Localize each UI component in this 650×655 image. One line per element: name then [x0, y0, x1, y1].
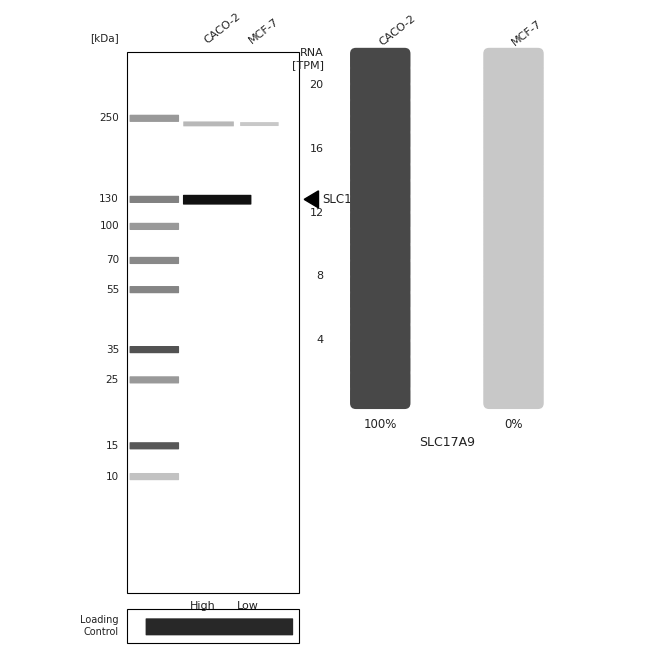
- Text: CACO-2: CACO-2: [377, 13, 417, 47]
- FancyBboxPatch shape: [484, 160, 543, 185]
- Text: 55: 55: [106, 285, 119, 295]
- FancyBboxPatch shape: [484, 208, 543, 233]
- FancyBboxPatch shape: [484, 144, 543, 168]
- Text: 100: 100: [99, 221, 119, 231]
- FancyBboxPatch shape: [350, 337, 411, 361]
- FancyBboxPatch shape: [350, 385, 411, 409]
- FancyBboxPatch shape: [350, 288, 411, 313]
- FancyBboxPatch shape: [350, 160, 411, 185]
- FancyBboxPatch shape: [350, 256, 411, 280]
- Bar: [127, 52, 299, 593]
- FancyBboxPatch shape: [350, 320, 411, 345]
- FancyBboxPatch shape: [350, 352, 411, 377]
- FancyBboxPatch shape: [484, 96, 543, 121]
- FancyBboxPatch shape: [484, 64, 543, 88]
- FancyBboxPatch shape: [350, 176, 411, 200]
- FancyBboxPatch shape: [350, 80, 411, 104]
- Text: 10: 10: [106, 472, 119, 481]
- FancyBboxPatch shape: [350, 224, 411, 248]
- FancyBboxPatch shape: [350, 128, 411, 152]
- FancyBboxPatch shape: [484, 193, 543, 216]
- Text: 35: 35: [106, 345, 119, 354]
- Text: MCF-7: MCF-7: [247, 16, 281, 46]
- FancyBboxPatch shape: [350, 193, 411, 216]
- FancyBboxPatch shape: [129, 257, 179, 264]
- Text: Loading
Control: Loading Control: [81, 616, 119, 637]
- FancyBboxPatch shape: [484, 337, 543, 361]
- FancyBboxPatch shape: [240, 122, 279, 126]
- Text: 20: 20: [309, 81, 324, 90]
- FancyBboxPatch shape: [129, 376, 179, 383]
- FancyBboxPatch shape: [484, 288, 543, 313]
- FancyBboxPatch shape: [484, 369, 543, 393]
- FancyBboxPatch shape: [129, 346, 179, 353]
- FancyBboxPatch shape: [350, 96, 411, 121]
- FancyBboxPatch shape: [484, 320, 543, 345]
- Bar: [127, 609, 299, 643]
- FancyBboxPatch shape: [484, 352, 543, 377]
- Text: SLC17A9: SLC17A9: [419, 436, 475, 449]
- FancyBboxPatch shape: [350, 240, 411, 265]
- FancyBboxPatch shape: [350, 369, 411, 393]
- FancyBboxPatch shape: [146, 618, 293, 635]
- FancyBboxPatch shape: [484, 80, 543, 104]
- Text: 250: 250: [99, 113, 119, 123]
- FancyBboxPatch shape: [129, 115, 179, 122]
- Text: RNA
[TPM]: RNA [TPM]: [292, 48, 324, 70]
- FancyBboxPatch shape: [484, 256, 543, 280]
- FancyBboxPatch shape: [129, 286, 179, 293]
- FancyBboxPatch shape: [484, 272, 543, 297]
- FancyBboxPatch shape: [484, 305, 543, 329]
- Text: 16: 16: [309, 144, 324, 154]
- Text: 0%: 0%: [504, 418, 523, 430]
- FancyBboxPatch shape: [484, 48, 543, 72]
- FancyBboxPatch shape: [350, 144, 411, 168]
- FancyBboxPatch shape: [484, 385, 543, 409]
- Text: Low: Low: [237, 601, 258, 611]
- FancyBboxPatch shape: [350, 64, 411, 88]
- Text: SLC17A9: SLC17A9: [322, 193, 375, 206]
- FancyBboxPatch shape: [129, 223, 179, 230]
- FancyBboxPatch shape: [350, 305, 411, 329]
- Text: 25: 25: [106, 375, 119, 385]
- Text: 100%: 100%: [363, 418, 397, 430]
- Text: CACO-2: CACO-2: [203, 12, 242, 46]
- Text: 8: 8: [317, 271, 324, 281]
- Text: [kDa]: [kDa]: [90, 33, 119, 43]
- Text: High: High: [190, 601, 215, 611]
- FancyBboxPatch shape: [484, 176, 543, 200]
- FancyBboxPatch shape: [350, 272, 411, 297]
- FancyBboxPatch shape: [350, 112, 411, 136]
- FancyBboxPatch shape: [129, 473, 179, 480]
- FancyBboxPatch shape: [183, 195, 252, 204]
- FancyBboxPatch shape: [350, 208, 411, 233]
- FancyBboxPatch shape: [484, 240, 543, 265]
- FancyBboxPatch shape: [484, 112, 543, 136]
- FancyBboxPatch shape: [484, 128, 543, 152]
- Text: 4: 4: [317, 335, 324, 345]
- FancyBboxPatch shape: [129, 442, 179, 449]
- FancyBboxPatch shape: [129, 196, 179, 203]
- Text: 15: 15: [106, 441, 119, 451]
- Text: 70: 70: [106, 255, 119, 265]
- Text: MCF-7: MCF-7: [510, 18, 544, 47]
- FancyBboxPatch shape: [350, 48, 411, 72]
- Polygon shape: [304, 191, 318, 208]
- FancyBboxPatch shape: [484, 224, 543, 248]
- Text: 130: 130: [99, 195, 119, 204]
- Text: 12: 12: [309, 208, 324, 217]
- FancyBboxPatch shape: [183, 121, 234, 126]
